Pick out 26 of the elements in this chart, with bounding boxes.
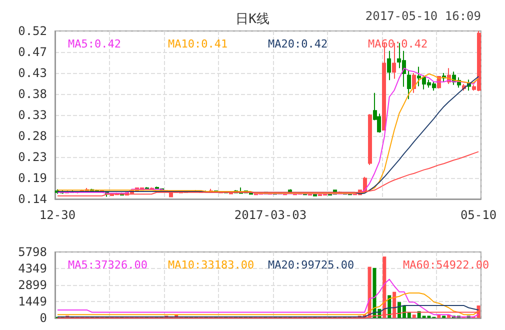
y-tick-label: 0.47 [18, 45, 47, 59]
text: MA20:99725.00 [268, 258, 354, 272]
text: MA10:0.41 [168, 38, 228, 50]
y-tick-label: 4349 [18, 261, 47, 276]
text: 2017-05-10 16:09 [365, 9, 481, 23]
y-tick-label: 2899 [18, 278, 47, 292]
y-tick-label: 0.43 [18, 66, 47, 80]
chart-title: 日K线 [236, 12, 270, 27]
y-tick-label: 0.14 [18, 192, 47, 206]
x-tick-label: 2017-03-03 [234, 208, 307, 222]
y-tick-label: 0.33 [18, 108, 47, 122]
y-tick-label: 0.28 [18, 129, 47, 143]
y-tick-label: 0.52 [18, 24, 47, 38]
y-tick-label: 0.23 [18, 150, 47, 164]
y-tick-label: 1449 [18, 294, 47, 309]
text: MA5:37326.00 [68, 258, 148, 272]
y-tick-label: 0.38 [18, 87, 47, 101]
y-tick-label: 5798 [18, 245, 47, 259]
text: MA10:33183.00 [168, 258, 254, 272]
y-tick-label: 0.19 [18, 171, 47, 185]
text: MA60:0.42 [368, 38, 428, 50]
x-tick-label: 12-30 [39, 208, 76, 222]
x-tick-label: 05-10 [460, 208, 497, 222]
y-tick-label: 0 [40, 311, 47, 325]
text: MA5:0.42 [68, 38, 121, 50]
text: MA20:0.42 [268, 38, 328, 50]
